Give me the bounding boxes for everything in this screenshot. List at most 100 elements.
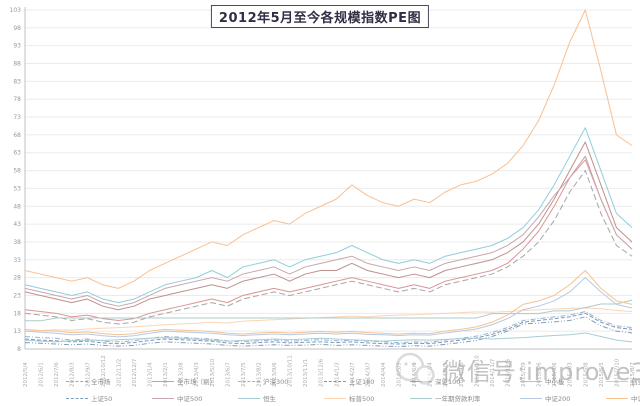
- series-line: [24, 277, 633, 338]
- series-line: [24, 316, 633, 348]
- y-tick-label: 8: [17, 346, 21, 353]
- x-tick-label: 2013/8/2: [256, 362, 262, 387]
- legend-swatch: [606, 397, 628, 399]
- chart-legend-row-2: 上证50 中证500 恒生 标普500 一年期贷款利率 中证200 中证800: [66, 393, 640, 403]
- series-line: [24, 127, 633, 304]
- legend-item: 中证500: [152, 393, 238, 403]
- legend-swatch: [238, 380, 260, 382]
- x-tick-label: 2014/12/5: [505, 358, 511, 387]
- y-tick-label: 48: [13, 203, 21, 210]
- x-tick-label: 2015/1/9: [521, 362, 527, 387]
- x-tick-label: 2012/7/6: [54, 362, 60, 387]
- legend-label: 沪深300: [263, 378, 289, 386]
- x-tick-label: 2015/2/6: [537, 362, 543, 387]
- legend-swatch: [410, 380, 432, 382]
- y-tick-label: 88: [13, 61, 21, 68]
- x-tick-label: 2015/8/7: [630, 362, 636, 387]
- legend-label: 一年期贷款利率: [435, 395, 481, 403]
- legend-item: 恒生: [238, 393, 324, 403]
- series-line: [24, 307, 633, 332]
- legend-swatch: [324, 380, 346, 382]
- legend-item: 上证50: [66, 393, 152, 403]
- legend-swatch: [324, 397, 346, 399]
- x-tick-label: 2015/5/8: [583, 362, 589, 387]
- y-tick-label: 38: [13, 239, 21, 246]
- legend-label: 中证200: [545, 395, 571, 403]
- x-tick-label: 2012/8/3: [70, 362, 76, 387]
- x-tick-label: 2014/1/3: [334, 362, 340, 387]
- legend-label: 标普500: [349, 395, 375, 403]
- x-tick-label: 2013/11/1: [303, 359, 309, 387]
- x-tick-label: 2013/4/3: [194, 362, 200, 387]
- x-tick-label: 2013/9/6: [272, 362, 278, 387]
- x-tick-label: 2013/3/8: [179, 362, 185, 387]
- legend-swatch: [152, 380, 174, 382]
- y-tick-label: 13: [13, 328, 21, 335]
- x-tick-label: 2012/10/12: [101, 355, 107, 387]
- y-tick-label: 58: [13, 168, 21, 175]
- x-tick-label: 2014/3/7: [365, 362, 371, 387]
- x-tick-label: 2013/7/5: [241, 362, 247, 387]
- x-tick-label: 2015/4/3: [568, 362, 574, 387]
- x-tick-label: 2014/4/4: [381, 362, 387, 387]
- legend-swatch: [66, 397, 88, 399]
- x-tick-label: 2013/10/11: [288, 355, 294, 387]
- x-tick-label: 2014/8/1: [443, 362, 449, 387]
- series-line: [24, 155, 633, 321]
- series-line: [24, 311, 633, 344]
- x-tick-label: 2012/6/1: [39, 362, 45, 387]
- legend-label: 全市场: [91, 378, 111, 386]
- legend-swatch: [520, 397, 542, 399]
- legend-label: 全市场（剔）: [177, 378, 216, 386]
- x-tick-label: 2013/2/1: [163, 362, 169, 387]
- y-tick-label: 28: [13, 275, 21, 282]
- y-tick-label: 68: [13, 132, 21, 139]
- y-tick-label: 73: [13, 114, 21, 121]
- legend-item: 创业板: [606, 376, 640, 386]
- legend-label: 创业板: [631, 378, 640, 386]
- y-tick-label: 18: [13, 310, 21, 317]
- legend-item: 中小板: [520, 376, 606, 386]
- legend-swatch: [520, 380, 542, 382]
- legend-label: 上证50: [91, 395, 113, 403]
- y-tick-label: 103: [10, 7, 22, 14]
- x-tick-label: 2014/11/7: [490, 358, 496, 387]
- legend-item: 全市场: [66, 376, 152, 386]
- legend-label: 中证500: [177, 395, 203, 403]
- y-tick-label: 83: [13, 78, 21, 85]
- y-tick-label: 23: [13, 292, 21, 299]
- series-line: [24, 332, 633, 343]
- x-tick-label: 2013/6/7: [225, 362, 231, 387]
- y-tick-label: 43: [13, 221, 21, 228]
- legend-swatch: [410, 397, 432, 399]
- legend-item: 中证200: [520, 393, 606, 403]
- x-tick-label: 2012/9/7: [85, 362, 91, 387]
- x-tick-label: 2014/10/10: [474, 355, 480, 387]
- series-line: [25, 299, 633, 322]
- series-line: [24, 141, 633, 311]
- legend-item: 深证100: [410, 376, 520, 386]
- y-tick-label: 93: [13, 43, 21, 50]
- x-tick-label: 2015/7/10: [614, 358, 620, 387]
- x-tick-label: 2012/5/4: [23, 362, 29, 387]
- legend-item: 标普500: [324, 393, 410, 403]
- legend-label: 深证100: [435, 378, 461, 386]
- x-tick-label: 2013/1/4: [148, 362, 154, 387]
- x-tick-label: 2013/12/6: [319, 358, 325, 387]
- legend-swatch: [66, 380, 88, 382]
- x-tick-label: 2015/3/6: [552, 362, 558, 387]
- x-tick-label: 2015/6/5: [599, 362, 605, 387]
- legend-swatch: [152, 397, 174, 399]
- x-tick-label: 2013/5/10: [210, 358, 216, 387]
- series-line: [24, 9, 633, 289]
- series-line: [24, 159, 633, 307]
- x-tick-label: 2012/11/2: [116, 359, 122, 387]
- series-line: [24, 269, 633, 336]
- legend-item: 沪深300: [238, 376, 324, 386]
- y-tick-label: 53: [13, 185, 21, 192]
- legend-swatch: [238, 397, 260, 399]
- legend-label: 中小板: [545, 378, 565, 386]
- x-tick-label: 2012/12/7: [132, 358, 138, 387]
